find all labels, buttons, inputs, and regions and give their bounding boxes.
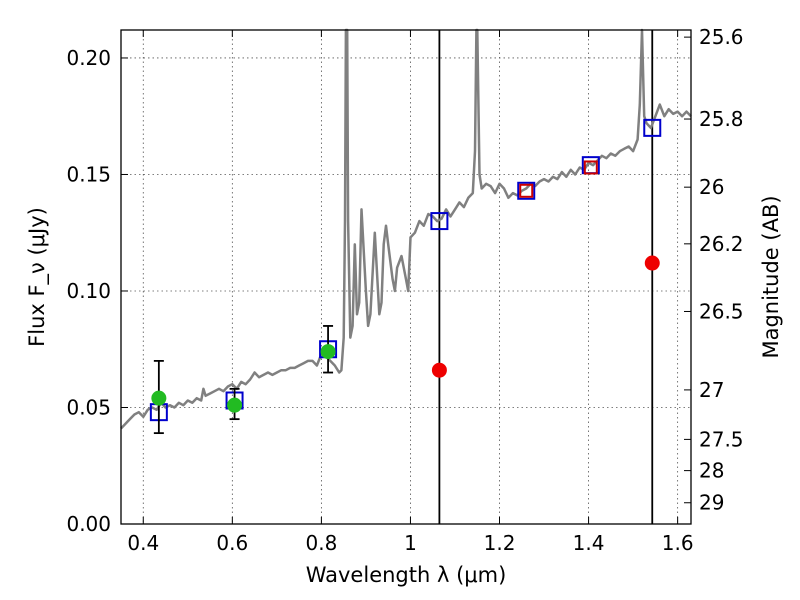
red-model-square [583,160,598,175]
right-tick-label: 26.5 [699,299,744,323]
axis-ticks: 0.4 0.6 0.8 1 1.2 1.4 1.6 0.00 0.05 0.10 0.15 0.20 2… [66,25,743,555]
model-square [430,212,449,231]
observed-point [151,390,167,406]
right-tick-label: 26 [699,175,724,199]
red-point [431,362,447,378]
x-tick-label: 1.4 [573,531,605,555]
right-tick-label: 28 [699,459,724,483]
x-tick-label: 1.6 [662,531,694,555]
right-tick-label: 27.5 [699,427,744,451]
model-square [517,181,536,200]
x-tick-label: 0.4 [127,531,159,555]
x-tick-label: 0.8 [305,531,337,555]
y-tick-label: 0.05 [66,395,111,419]
y-axis-label: Flux F_ν (μJy) [25,207,50,347]
red-model-square [519,183,534,198]
right-tick-label: 27 [699,378,724,402]
data-marks [120,28,692,524]
x-tick-label: 0.6 [216,531,248,555]
red-point [644,255,660,271]
spectrum-line [120,28,692,430]
x-tick-label: 1.2 [484,531,516,555]
plot-frame [120,29,692,525]
model-square [643,118,662,137]
y-tick-label: 0.10 [66,279,111,303]
x-axis-label: Wavelength λ (μm) [306,563,507,587]
observed-point [227,397,243,413]
right-tick-label: 25.6 [699,25,744,49]
right-axis-label: Magnitude (AB) [759,195,783,358]
y-tick-label: 0.15 [66,162,111,186]
y-tick-label: 0.00 [66,512,111,536]
x-tick-label: 1 [404,531,417,555]
right-tick-label: 29 [699,491,724,515]
right-tick-label: 26.2 [699,232,744,256]
observed-point [320,344,336,360]
y-tick-label: 0.20 [66,46,111,70]
right-tick-label: 25.8 [699,107,744,131]
